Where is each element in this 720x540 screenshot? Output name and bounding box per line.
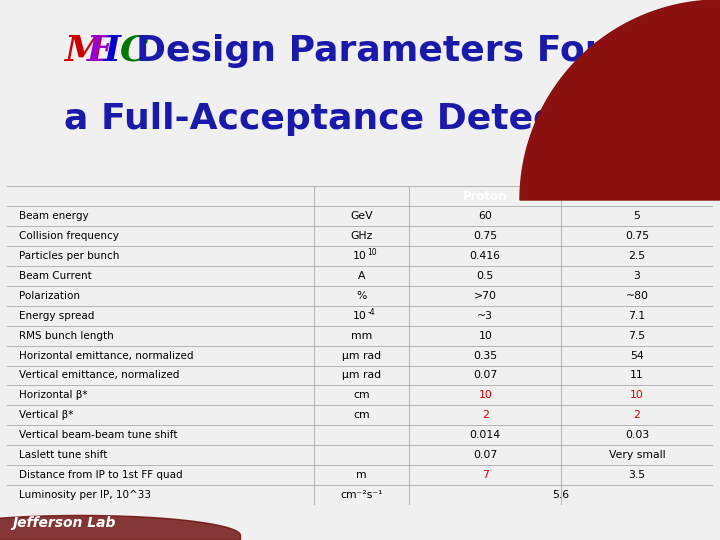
Text: 0.75: 0.75 — [625, 231, 649, 241]
Text: Electron: Electron — [610, 190, 665, 202]
Text: Vertical beam-beam tune shift: Vertical beam-beam tune shift — [19, 430, 178, 440]
Text: 10: 10 — [353, 252, 366, 261]
Text: ~3: ~3 — [477, 310, 493, 321]
Text: Distance from IP to 1st FF quad: Distance from IP to 1st FF quad — [19, 470, 183, 480]
Text: GHz: GHz — [351, 231, 373, 241]
Text: Luminosity per IP, 10^33: Luminosity per IP, 10^33 — [19, 490, 151, 500]
Text: 10: 10 — [630, 390, 644, 400]
Text: Horizontal β*: Horizontal β* — [19, 390, 88, 400]
Text: μm rad: μm rad — [342, 350, 382, 361]
Text: cm: cm — [354, 390, 370, 400]
Text: Very small: Very small — [608, 450, 665, 460]
Text: 0.35: 0.35 — [473, 350, 498, 361]
Text: Horizontal emittance, normalized: Horizontal emittance, normalized — [19, 350, 194, 361]
Text: 10: 10 — [478, 390, 492, 400]
Text: 2: 2 — [482, 410, 489, 420]
Text: ~80: ~80 — [626, 291, 649, 301]
Polygon shape — [520, 0, 720, 200]
Text: 0.416: 0.416 — [469, 251, 500, 261]
Text: 2.5: 2.5 — [629, 251, 646, 261]
Text: μm rad: μm rad — [342, 370, 382, 381]
Text: Vertical β*: Vertical β* — [19, 410, 74, 420]
Text: 0.03: 0.03 — [625, 430, 649, 440]
Text: Collision frequency: Collision frequency — [19, 231, 120, 241]
Text: A: A — [358, 271, 366, 281]
Text: cm⁻²s⁻¹: cm⁻²s⁻¹ — [341, 490, 383, 500]
Text: 0.5: 0.5 — [477, 271, 494, 281]
Text: 2: 2 — [634, 410, 640, 420]
Text: %: % — [356, 291, 367, 301]
Text: 3: 3 — [634, 271, 640, 281]
Text: 11: 11 — [630, 370, 644, 381]
Text: GeV: GeV — [351, 211, 373, 221]
Text: 5: 5 — [634, 211, 640, 221]
Text: 0.07: 0.07 — [473, 370, 498, 381]
Text: 0.07: 0.07 — [473, 450, 498, 460]
Text: -4: -4 — [367, 308, 375, 316]
Text: C: C — [120, 33, 148, 68]
Text: Polarization: Polarization — [19, 291, 81, 301]
Text: 0.75: 0.75 — [473, 231, 498, 241]
Text: I: I — [104, 33, 120, 68]
Text: Vertical emittance, normalized: Vertical emittance, normalized — [19, 370, 180, 381]
Text: E: E — [86, 33, 114, 68]
Text: cm: cm — [354, 410, 370, 420]
Text: m: m — [356, 470, 367, 480]
Text: 7.1: 7.1 — [629, 310, 646, 321]
Text: Proton: Proton — [463, 190, 508, 202]
Text: 7: 7 — [482, 470, 489, 480]
Text: 10: 10 — [367, 248, 377, 257]
Text: 60: 60 — [478, 211, 492, 221]
Text: Particles per bunch: Particles per bunch — [19, 251, 120, 261]
Text: Laslett tune shift: Laslett tune shift — [19, 450, 108, 460]
Text: Jefferson Lab: Jefferson Lab — [12, 516, 115, 530]
Text: 5.6: 5.6 — [552, 490, 570, 500]
Text: >70: >70 — [474, 291, 497, 301]
Text: Beam energy: Beam energy — [19, 211, 89, 221]
Text: 3.5: 3.5 — [629, 470, 646, 480]
Text: 54: 54 — [630, 350, 644, 361]
Text: 7.5: 7.5 — [629, 330, 646, 341]
Text: mm: mm — [351, 330, 372, 341]
Text: RMS bunch length: RMS bunch length — [19, 330, 114, 341]
Text: 10: 10 — [478, 330, 492, 341]
Text: Energy spread: Energy spread — [19, 310, 95, 321]
Text: a Full-Acceptance Detector: a Full-Acceptance Detector — [64, 103, 614, 137]
Text: Design Parameters For: Design Parameters For — [136, 33, 603, 68]
Text: 0.014: 0.014 — [469, 430, 501, 440]
Text: Beam Current: Beam Current — [19, 271, 92, 281]
Text: M: M — [64, 33, 104, 68]
Text: 10: 10 — [353, 311, 366, 321]
